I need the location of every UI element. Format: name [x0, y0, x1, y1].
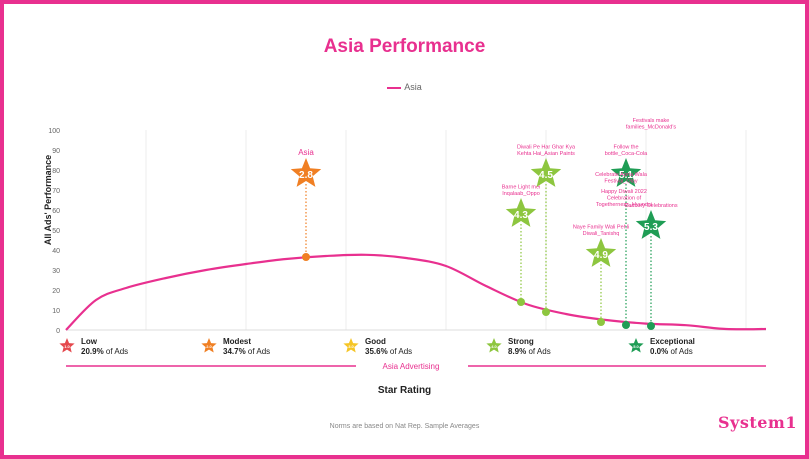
- band-percent: 34.7% of Ads: [223, 347, 270, 356]
- marker-star: [530, 158, 562, 187]
- band-star-icon: [486, 338, 502, 353]
- marker-value: 4.5: [539, 170, 553, 181]
- marker-value: 4.3: [514, 210, 528, 221]
- marker-dot: [542, 308, 550, 316]
- legend-swatch: [387, 86, 402, 89]
- y-tick-label: 100: [48, 128, 60, 135]
- marker-label: Follow the: [613, 145, 638, 151]
- y-tick-label: 10: [52, 308, 60, 315]
- y-tick-label: 80: [52, 168, 60, 175]
- band-star-value: 1.0: [64, 344, 70, 349]
- y-tick-label: 50: [52, 228, 60, 235]
- annotation-label: Happy Diwali 2022: [601, 189, 647, 195]
- annotation-label: Festival_Olay: [604, 179, 638, 185]
- chart-frame: [4, 4, 805, 455]
- marker-label: Kehta Hai_Asian Paints: [517, 151, 575, 157]
- marker-dot: [302, 253, 310, 261]
- y-tick-label: 90: [52, 148, 60, 155]
- annotation-label: families_McDonald's: [626, 125, 677, 131]
- y-tick-label: 0: [56, 328, 60, 335]
- band-label: Good: [365, 337, 386, 346]
- band-section-label: Asia Advertising: [383, 362, 440, 371]
- marker-star: [505, 198, 537, 227]
- marker-dot: [597, 318, 605, 326]
- marker-star: [610, 158, 642, 187]
- brand-logo: System1: [718, 413, 797, 432]
- band-star-value: 3.0: [348, 344, 354, 349]
- band-star-icon: [628, 338, 644, 353]
- marker-star: [585, 238, 617, 267]
- band-star-icon: [59, 338, 75, 353]
- marker-label: Asia: [298, 148, 314, 157]
- band-label: Modest: [223, 337, 251, 346]
- marker-dot: [517, 298, 525, 306]
- marker-value: 4.9: [594, 250, 608, 261]
- y-tick-label: 40: [52, 248, 60, 255]
- marker-label: Naye Family Wali Pehli: [573, 225, 629, 231]
- band-percent: 35.6% of Ads: [365, 347, 412, 356]
- band-percent: 8.9% of Ads: [508, 347, 551, 356]
- band-label: Exceptional: [650, 337, 695, 346]
- legend[interactable]: Asia: [0, 82, 809, 92]
- band-star-icon: [343, 338, 359, 353]
- band-percent: 0.0% of Ads: [650, 347, 693, 356]
- y-tick-label: 20: [52, 288, 60, 295]
- y-tick-label: 30: [52, 268, 60, 275]
- marker-label: bottle_Coca-Cola: [605, 151, 648, 157]
- band-star-value: 5.0: [633, 344, 639, 349]
- marker-dot: [647, 322, 655, 330]
- annotation-label: Togetherness_Hyundai: [596, 202, 652, 208]
- series-line-asia: [65, 253, 767, 331]
- x-axis-label: Star Rating: [377, 385, 432, 396]
- band-star-value: 4.0: [491, 344, 497, 349]
- y-tick-label: 60: [52, 208, 60, 215]
- marker-value: 2.8: [299, 170, 313, 181]
- marker-dot: [622, 321, 630, 329]
- band-label: Strong: [508, 337, 534, 346]
- annotation-label: Celebration of: [607, 196, 642, 202]
- legend-label: Asia: [404, 82, 422, 92]
- marker-label: Inqalaab_Oppo: [502, 191, 540, 197]
- marker-label: Diwali_Tanishq: [583, 231, 620, 237]
- marker-label: Diwali Pe Har Ghar Kya: [517, 145, 576, 151]
- marker-star: [635, 210, 667, 239]
- marker-label: Barne Light mei: [502, 185, 541, 191]
- marker-label: Cadbury Celebrations: [624, 203, 677, 209]
- chart-title: Asia Performance: [323, 36, 486, 57]
- annotation-label: Celebrate Apna Wala: [595, 172, 648, 178]
- annotation-label: Festivals make: [633, 118, 670, 124]
- band-star-icon: [201, 338, 217, 353]
- band-star-value: 2.0: [206, 344, 212, 349]
- band-label: Low: [81, 337, 98, 346]
- marker-star: [290, 158, 322, 187]
- footnote: Norms are based on Nat Rep. Sample Avera…: [329, 423, 480, 430]
- band-percent: 20.9% of Ads: [81, 347, 128, 356]
- marker-value: 5.3: [644, 222, 658, 233]
- y-tick-label: 70: [52, 188, 60, 195]
- marker-value: 5.1: [619, 170, 633, 181]
